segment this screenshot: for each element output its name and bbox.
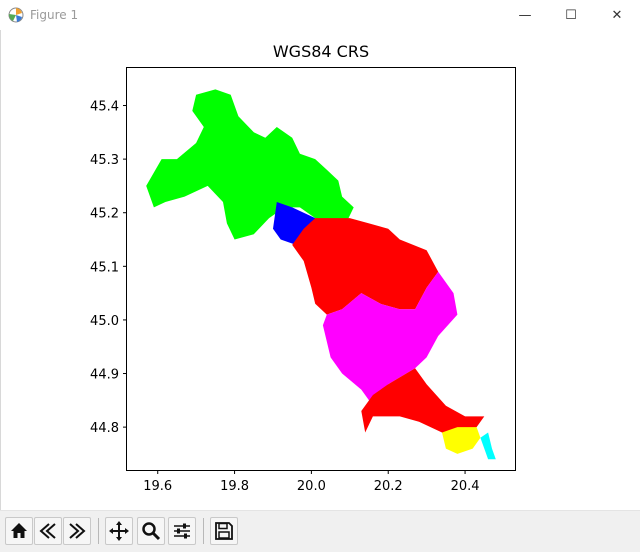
home-button[interactable] (5, 517, 33, 545)
floppy-disk-icon (215, 522, 233, 540)
y-axis-ticks: 44.8 44.9 45.0 45.1 45.2 45.3 45.4 (90, 100, 127, 436)
forward-button[interactable] (63, 517, 91, 545)
maximize-icon: ☐ (565, 7, 577, 23)
back-button[interactable] (34, 517, 62, 545)
window-title: Figure 1 (30, 8, 79, 22)
arrow-left-icon (39, 523, 56, 539)
sliders-icon (174, 523, 190, 539)
plot-svg: 19.6 19.8 20.0 20.2 20.4 44.8 44.9 45.0 45.1 45.… (90, 67, 516, 494)
y-tick-label: 45.2 (90, 207, 119, 222)
map-region-7 (480, 432, 496, 460)
home-icon (11, 523, 27, 538)
move-icon (109, 521, 129, 541)
close-button[interactable]: ✕ (594, 0, 640, 30)
x-tick-label: 19.6 (143, 479, 172, 494)
x-axis-ticks: 19.6 19.8 20.0 20.2 20.4 (143, 470, 480, 494)
map-region-5 (361, 368, 485, 438)
y-tick-label: 45.1 (90, 260, 119, 275)
maximize-button[interactable]: ☐ (548, 0, 594, 30)
map-region-3 (292, 218, 439, 315)
zoom-button[interactable] (137, 517, 165, 545)
magnifier-icon (142, 522, 161, 541)
x-tick-label: 19.8 (220, 479, 249, 494)
axes-frame (126, 67, 516, 471)
minimize-button[interactable]: — (502, 0, 548, 30)
x-tick-label: 20.4 (451, 479, 480, 494)
y-tick-label: 45.0 (90, 314, 119, 329)
navigation-toolbar (0, 510, 640, 552)
y-tick-label: 44.8 (90, 421, 119, 436)
y-tick-label: 45.3 (90, 153, 119, 168)
matplotlib-logo-icon (8, 7, 24, 23)
pan-button[interactable] (105, 517, 133, 545)
minimize-icon: — (518, 7, 532, 23)
window-titlebar: Figure 1 — ☐ ✕ (0, 0, 640, 30)
x-tick-label: 20.0 (297, 479, 326, 494)
close-icon: ✕ (611, 7, 623, 23)
save-button[interactable] (210, 517, 238, 545)
map-regions (146, 89, 496, 460)
map-region-1 (146, 89, 354, 240)
subplots-button[interactable] (168, 517, 196, 545)
map-region-6 (442, 427, 481, 454)
toolbar-separator (203, 518, 204, 544)
chart-title: WGS84 CRS (272, 42, 370, 61)
arrow-right-icon (69, 523, 86, 539)
x-tick-label: 20.2 (374, 479, 403, 494)
y-tick-label: 45.4 (90, 100, 119, 115)
y-tick-label: 44.9 (90, 368, 119, 383)
toolbar-separator (98, 518, 99, 544)
map-region-4 (322, 271, 458, 406)
